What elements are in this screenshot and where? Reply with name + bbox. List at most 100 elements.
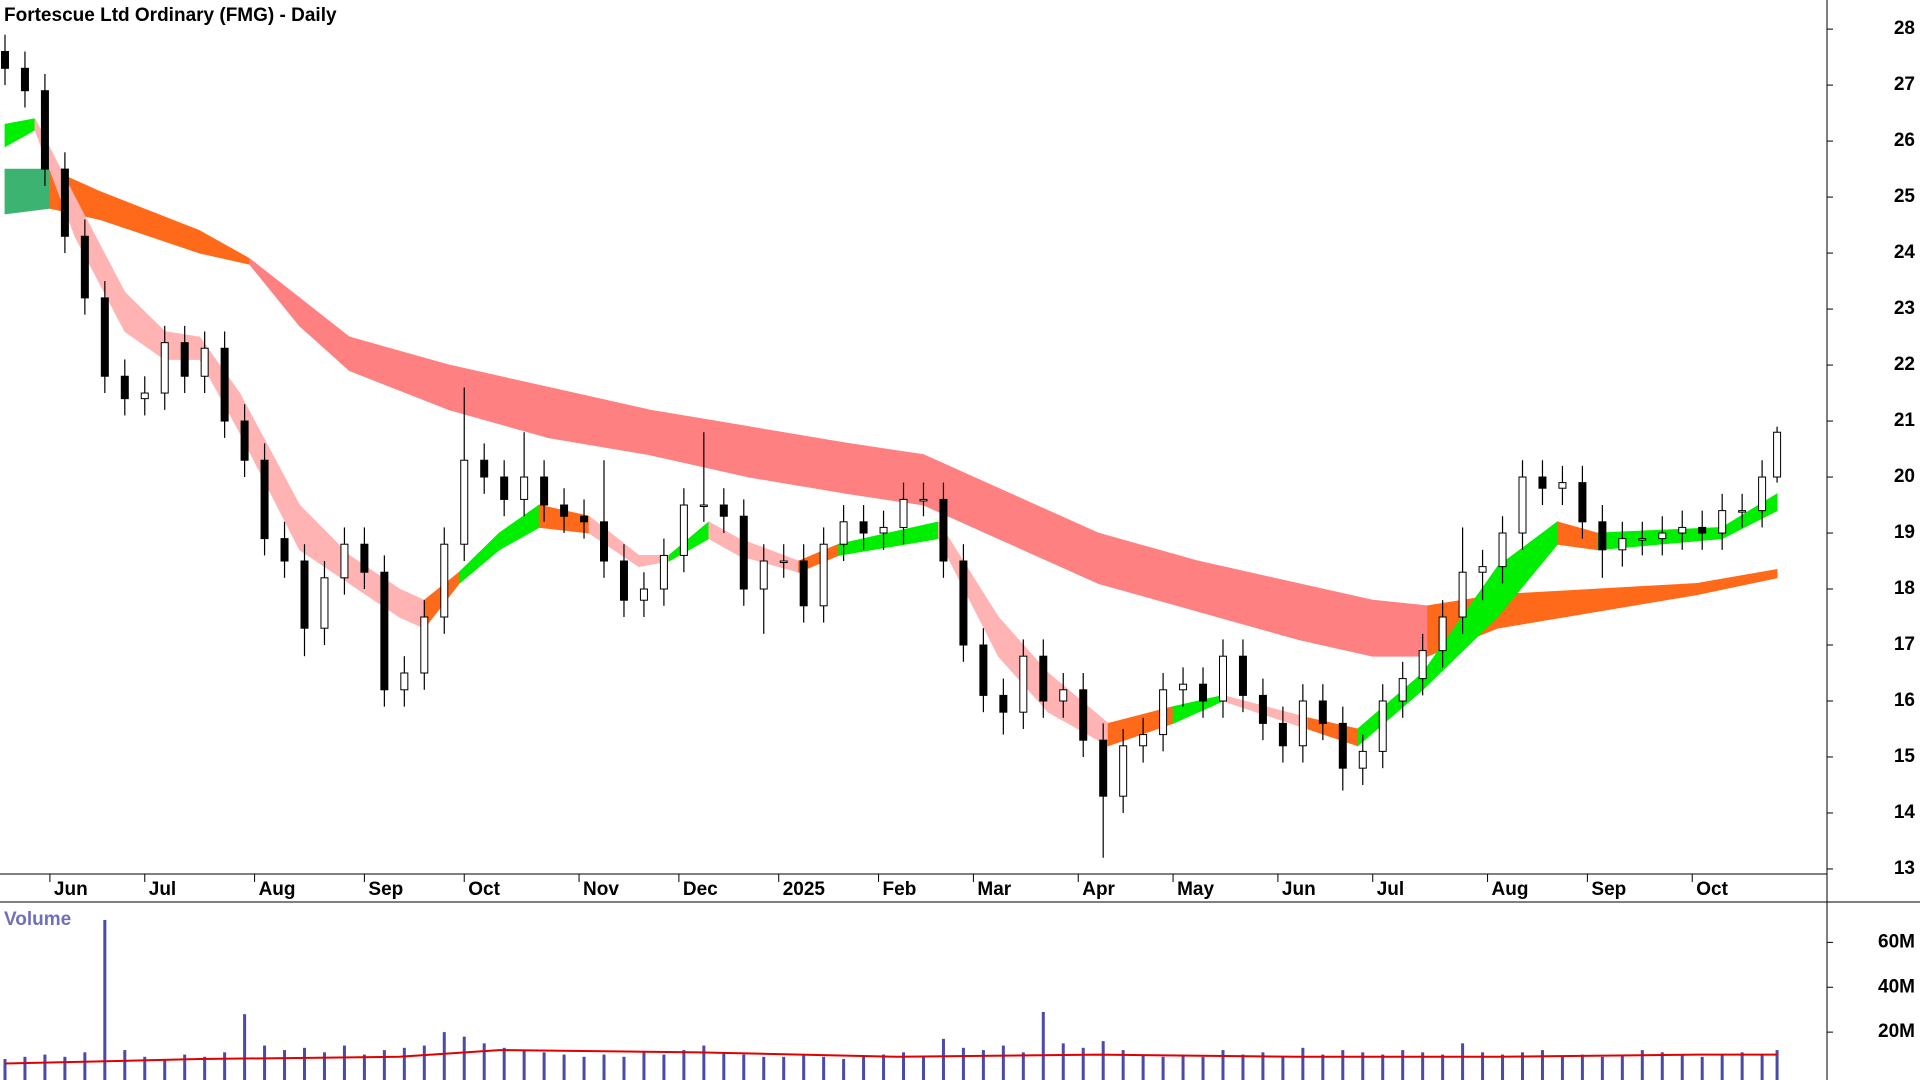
volume-bar [921,1056,925,1080]
candle-body [1318,700,1327,724]
volume-bar [123,1050,127,1080]
volume-bar [1281,1056,1285,1080]
candle-body [1498,532,1507,568]
candle-body [320,577,329,629]
candle-body [819,543,828,607]
y-tick-label: 26 [1894,130,1915,151]
candle-body [1218,655,1227,702]
volume-bar [722,1052,726,1080]
candle-body [240,420,249,461]
volume-bar [1600,1056,1604,1080]
candle-body [1179,683,1188,691]
volume-bar [1680,1054,1684,1080]
candle-body [1298,700,1307,747]
candle-body [1099,739,1108,797]
volume-bar [442,1032,446,1080]
volume-bar [1021,1052,1025,1080]
candle-body [899,498,908,528]
y-tick-label: 24 [1894,242,1916,263]
volume-bar [1101,1041,1105,1080]
y-tick-label: 21 [1894,410,1916,431]
volume-tick-label: 40M [1878,976,1915,997]
candle-body [1478,566,1487,573]
volume-bar [1521,1052,1524,1080]
volume-bar [862,1056,866,1080]
candle-body [1119,745,1128,797]
candle-body [280,538,289,562]
candles [0,34,1782,858]
candle-body [600,521,609,562]
y-tick-label: 15 [1894,746,1916,767]
candle-body [1338,722,1347,769]
candle-body [1159,689,1168,736]
candle-body [0,51,9,69]
candle-body [580,515,589,523]
candle-body [759,560,768,590]
candle-body [1758,476,1767,512]
candle-body [220,347,229,422]
x-tick-label: Aug [259,879,296,900]
volume-bar [1261,1052,1265,1080]
y-tick-label: 20 [1894,466,1915,487]
candle-body [1378,700,1387,752]
volume-bar [43,1054,47,1080]
y-tick-label: 22 [1894,354,1915,375]
volume-bar [1181,1054,1185,1080]
volume-bar [1760,1054,1764,1080]
candle-body [859,521,868,534]
volume-bar [3,1059,7,1080]
candle-body [420,616,429,674]
ribbon-segment [4,168,51,215]
candle-body [1039,655,1048,702]
volume-bar [283,1050,287,1080]
volume-bar [462,1036,466,1080]
volume-bar [1560,1056,1564,1080]
candle-body [1258,694,1267,724]
volume-bar [1301,1047,1305,1080]
volume-bar [1341,1050,1345,1080]
volume-bar [362,1054,366,1080]
volume-bar [203,1056,207,1080]
candle-body [100,297,109,377]
candle-body [1139,734,1148,747]
candle-body [1358,750,1367,769]
candle-body [1718,510,1727,534]
volume-bar [522,1050,526,1080]
x-tick-label: Jun [54,879,88,900]
volume-bar [1401,1050,1405,1080]
volume-bar [762,1056,766,1080]
volume-bar [263,1045,267,1080]
x-tick-label: Jul [149,879,176,900]
candle-body [1398,678,1407,702]
volume-bar [802,1054,806,1080]
candle-body [919,498,928,502]
candle-body [460,459,469,545]
candle-body [1238,655,1247,696]
volume-bar [662,1054,666,1080]
volume-bar [422,1045,426,1080]
volume-bar [163,1059,167,1080]
volume-bar [822,1056,826,1080]
volume-bar [1540,1050,1544,1080]
candle-body [1638,538,1647,541]
candle-body [1418,650,1427,680]
candle-body [1438,616,1447,652]
y-tick-label: 16 [1894,690,1915,711]
candle-body [1578,482,1587,523]
volume-bar [183,1054,187,1080]
candle-body [340,543,349,579]
volume-bar [1720,1054,1724,1080]
y-tick-label: 28 [1894,18,1915,39]
candle-body [1059,689,1068,702]
volume-bar [342,1045,346,1080]
y-tick-label: 27 [1894,74,1915,95]
volume-bar [1061,1043,1065,1080]
candle-body [979,644,988,696]
volume-bar [562,1054,566,1080]
candle-body [939,498,948,562]
volume-bar [682,1050,686,1080]
volume-bar [842,1059,846,1080]
y-tick-label: 18 [1894,578,1915,599]
volume-bar [322,1052,326,1080]
